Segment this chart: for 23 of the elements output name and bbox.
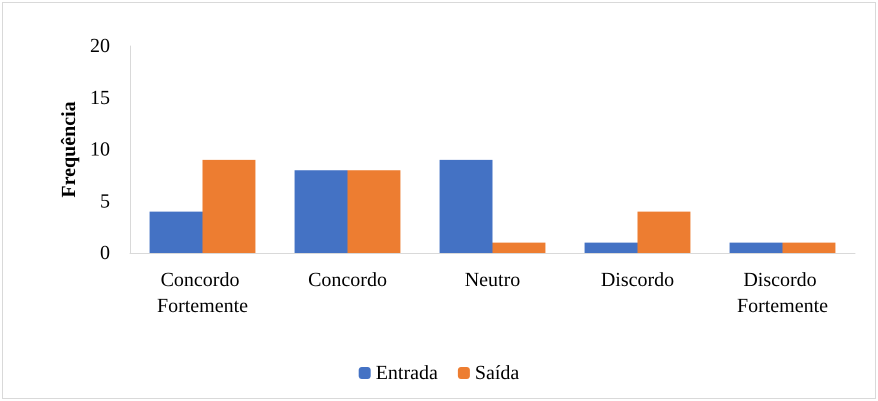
bar [782,242,836,253]
legend-label: Entrada [376,362,438,384]
bar [202,160,256,253]
bar [440,160,492,253]
x-tick-label: Discordo Fortemente [736,269,828,317]
y-tick-label: 0 [100,242,110,264]
x-tick-label: Concordo Fortemente [156,269,248,317]
bar [294,170,348,253]
x-tick-label: Discordo [600,269,674,291]
y-tick-label: 20 [90,35,110,57]
y-tick-label: 15 [90,86,110,109]
bar [150,212,202,253]
bar [638,212,690,253]
bar [348,170,400,253]
y-axis-title: Frequência [58,101,80,198]
legend-label: Saída [474,362,520,384]
x-tick-label: Concordo [308,269,387,291]
x-tick-label: Neutro [464,269,520,291]
bar [492,242,546,253]
bar [584,242,638,253]
y-tick-label: 5 [100,190,110,212]
bar [730,242,782,253]
y-tick-label: 10 [90,138,110,160]
